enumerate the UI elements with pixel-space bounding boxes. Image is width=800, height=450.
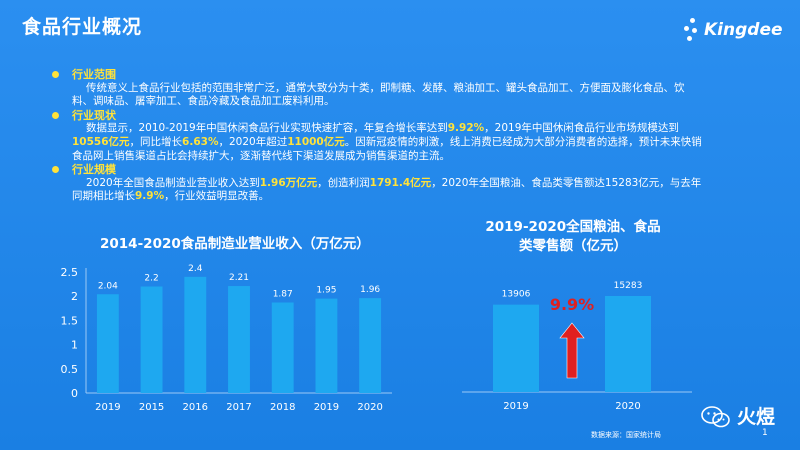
highlight-value: 11000亿元	[287, 135, 345, 148]
section-body-scope: 传统意义上食品行业包括的范围非常广泛，通常大致分为十类，即制糖、发酵、粮油加工、…	[52, 82, 702, 109]
data-label: 1.87	[273, 289, 293, 299]
highlight-value: 10556亿元	[72, 135, 130, 148]
bar	[605, 296, 651, 392]
y-tick-label: 1.5	[61, 314, 79, 327]
up-arrow-icon	[559, 322, 585, 379]
revenue-chart-title: 2014-2020食品制造业营业收入（万亿元）	[100, 236, 370, 252]
body-text: ，2020年超过	[218, 135, 288, 148]
body-text: 传统意义上食品行业包括的范围非常广泛，通常大致分为十类，即制糖、发酵、粮油加工、…	[72, 81, 685, 108]
bar	[96, 294, 119, 393]
highlight-value: 1.96万亿元	[259, 176, 318, 189]
body-text: ，创造利润	[317, 176, 370, 189]
x-tick-label: 2016	[183, 402, 208, 413]
y-tick-label: 2.5	[61, 266, 79, 279]
data-label: 13906	[502, 290, 531, 300]
data-label: 2.04	[98, 281, 118, 291]
x-tick-label: 2018	[270, 402, 295, 413]
section-scale: 行业规模 2020年全国食品制造业营业收入达到1.96万亿元，创造利润1791.…	[52, 163, 702, 204]
body-text: ，同比增长	[129, 135, 183, 148]
bar	[315, 298, 338, 393]
y-tick-label: 0	[71, 387, 78, 400]
section-status: 行业现状 数据显示，2010-2019年中国休闲食品行业实现快速扩容，年复合增长…	[52, 109, 702, 163]
page-title: 食品行业概况	[22, 16, 143, 38]
section-heading-scale: 行业规模	[52, 163, 702, 177]
data-label: 2.2	[144, 274, 158, 284]
bar	[228, 286, 250, 393]
data-label: 1.96	[360, 285, 380, 295]
bar	[271, 302, 294, 393]
highlight-value: 6.63%	[182, 135, 219, 148]
wechat-icon	[701, 406, 730, 428]
retail-chart-title: 2019-2020全国粮油、食品 类零售额（亿元）	[478, 218, 668, 256]
body-text: ，行业效益明显改善。	[164, 190, 270, 203]
retail-chart-title-line1: 2019-2020全国粮油、食品	[485, 219, 661, 235]
x-tick-label: 2015	[139, 402, 164, 413]
data-label: 1.95	[316, 286, 336, 296]
body-text: 数据显示，2010-2019年中国休闲食品行业实现快速扩容，年复合增长率达到	[86, 122, 448, 135]
growth-annotation: 9.9%	[550, 295, 594, 314]
overview-sections: 行业范围 传统意义上食品行业包括的范围非常广泛，通常大致分为十类，即制糖、发酵、…	[52, 68, 702, 204]
bar	[140, 286, 163, 393]
x-tick-label: 2020	[615, 401, 640, 412]
y-tick-label: 2	[71, 290, 78, 303]
bar	[359, 298, 382, 393]
bar	[493, 304, 539, 392]
section-body-scale: 2020年全国食品制造业营业收入达到1.96万亿元，创造利润1791.4亿元，2…	[52, 177, 702, 204]
page-number: 1	[762, 428, 768, 438]
body-text: ，2019年中国休闲食品行业市场规模达到	[484, 122, 679, 135]
body-text: ，2020年全国粮油、食品类零售额达15283亿元，与去年同期相比增长	[72, 176, 702, 203]
y-tick-label: 0.5	[61, 363, 79, 376]
x-tick-label: 2019	[503, 401, 528, 412]
bar	[184, 276, 207, 393]
data-label: 2.4	[188, 264, 203, 274]
highlight-value: 9.9%	[135, 190, 165, 203]
logo-text: Kingdee	[704, 20, 783, 40]
y-tick-label: 1	[71, 339, 78, 352]
section-body-status: 数据显示，2010-2019年中国休闲食品行业实现快速扩容，年复合增长率达到9.…	[52, 122, 702, 163]
body-text: 。因新冠疫情的刺激，线上消费已经成为大部分消费者的选择，预计未来快销食品网上销售…	[72, 135, 702, 162]
body-text: 2020年全国食品制造业营业收入达到	[86, 176, 260, 189]
retail-chart-title-line2: 类零售额（亿元）	[519, 238, 627, 254]
x-tick-label: 2019	[95, 402, 120, 413]
data-label: 2.21	[229, 273, 249, 283]
highlight-value: 9.92%	[447, 122, 485, 135]
x-tick-label: 2017	[226, 402, 251, 413]
watermark-text: 火煜	[737, 406, 776, 428]
x-tick-label: 2019	[314, 402, 339, 413]
section-heading-scope: 行业范围	[52, 68, 702, 82]
x-tick-label: 2020	[357, 402, 382, 413]
data-label: 15283	[614, 281, 643, 291]
section-heading-status: 行业现状	[52, 109, 702, 123]
highlight-value: 1791.4亿元	[369, 176, 432, 189]
data-source-note: 数据来源：国家统计局	[591, 431, 661, 439]
section-scope: 行业范围 传统意义上食品行业包括的范围非常广泛，通常大致分为十类，即制糖、发酵、…	[52, 68, 702, 109]
kingdee-logo: Kingdee	[684, 16, 784, 46]
